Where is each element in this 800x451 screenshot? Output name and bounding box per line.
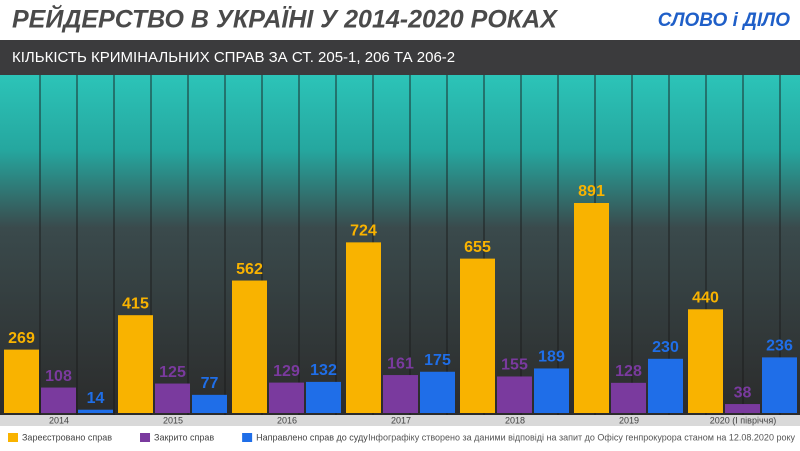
stripe — [742, 75, 744, 415]
bar — [269, 382, 304, 413]
bar — [155, 383, 190, 413]
stripe — [150, 75, 152, 415]
x-tick-label: 2016 — [277, 415, 297, 425]
x-tick-label: 2020 (І півріччя) — [710, 415, 776, 425]
subtitle-bg — [0, 40, 800, 75]
legend-swatch — [8, 433, 18, 442]
legend-swatch — [140, 433, 151, 442]
stripe — [261, 75, 263, 415]
stripe — [224, 75, 226, 415]
value-label: 125 — [159, 364, 186, 381]
value-label: 415 — [122, 295, 149, 312]
bar — [41, 387, 76, 413]
bar — [346, 242, 381, 413]
stripe — [705, 75, 707, 415]
source-note: Інфографіку створено за даними відповіді… — [368, 432, 795, 442]
bar — [534, 368, 569, 413]
footer-bg — [0, 426, 800, 451]
bar — [611, 382, 646, 413]
value-label: 155 — [501, 357, 528, 374]
value-label: 14 — [87, 390, 105, 407]
stripe — [557, 75, 559, 415]
value-label: 891 — [578, 183, 605, 200]
bar — [460, 258, 495, 413]
stripe — [483, 75, 485, 415]
bar — [725, 404, 760, 413]
x-tick-label: 2015 — [163, 415, 183, 425]
legend-label: Направлено справ до суду — [256, 432, 368, 442]
legend-swatch — [242, 433, 253, 442]
header-bg — [0, 0, 800, 40]
x-tick-label: 2018 — [505, 415, 525, 425]
bar — [648, 358, 683, 413]
stripe — [298, 75, 300, 415]
stripe — [113, 75, 115, 415]
legend-label: Зареєстровано справ — [22, 432, 112, 442]
stripe — [668, 75, 670, 415]
value-label: 108 — [45, 368, 72, 385]
value-label: 132 — [310, 362, 337, 379]
value-label: 269 — [8, 330, 35, 347]
value-label: 724 — [350, 223, 377, 240]
legend-label: Закрито справ — [154, 432, 214, 442]
value-label: 440 — [692, 290, 719, 307]
stripe — [39, 75, 41, 415]
stripe — [76, 75, 78, 415]
stripe — [409, 75, 411, 415]
bar — [574, 203, 609, 413]
value-label: 161 — [387, 355, 414, 372]
x-tick-label: 2017 — [391, 415, 411, 425]
value-label: 189 — [538, 349, 565, 366]
chart-subtitle: КІЛЬКІСТЬ КРИМІНАЛЬНИХ СПРАВ ЗА СТ. 205-… — [12, 49, 455, 66]
chart-title: РЕЙДЕРСТВО В УКРАЇНІ У 2014-2020 РОКАХ — [12, 4, 558, 34]
value-label: 236 — [766, 338, 793, 355]
stripe — [631, 75, 633, 415]
value-label: 562 — [236, 261, 263, 278]
bar — [762, 357, 797, 413]
bar — [192, 394, 227, 413]
stripe — [335, 75, 337, 415]
bar — [497, 376, 532, 413]
value-label: 230 — [652, 339, 679, 356]
value-label: 175 — [424, 352, 451, 369]
bar — [118, 315, 153, 413]
bar — [688, 309, 723, 413]
stripe — [520, 75, 522, 415]
stripe — [779, 75, 781, 415]
value-label: 77 — [201, 375, 219, 392]
stripe — [446, 75, 448, 415]
bar — [232, 280, 267, 413]
bar — [78, 409, 113, 413]
x-tick-label: 2014 — [49, 415, 69, 425]
logo: СЛОВО і ДІЛО — [658, 10, 790, 31]
bar — [420, 371, 455, 413]
bar — [306, 381, 341, 413]
bar — [4, 349, 39, 413]
value-label: 128 — [615, 363, 642, 380]
value-label: 38 — [734, 384, 752, 401]
value-label: 129 — [273, 363, 300, 380]
stripe — [187, 75, 189, 415]
category-strip — [0, 415, 800, 426]
value-label: 655 — [464, 239, 491, 256]
x-tick-label: 2019 — [619, 415, 639, 425]
bar — [383, 375, 418, 413]
